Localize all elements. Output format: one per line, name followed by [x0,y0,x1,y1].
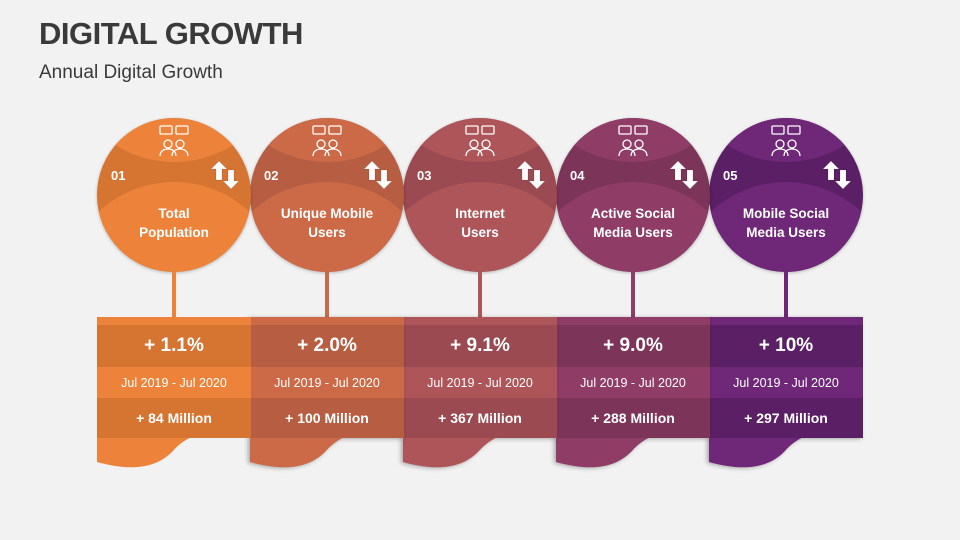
category-circle: 01 Total Population [97,118,251,272]
up-down-arrows-icon [364,160,392,190]
period: Jul 2019 - Jul 2020 [121,375,227,390]
label-line: Total [158,206,190,221]
period: Jul 2019 - Jul 2020 [427,375,533,390]
growth-percent: + 9.0% [556,325,710,367]
period: Jul 2019 - Jul 2020 [580,375,686,390]
growth-amount: + 297 Million [709,398,863,438]
growth-item: 04 Active Social Media Users + 9.0% Jul 2… [556,118,710,478]
population-icon [159,125,189,157]
item-number: 01 [111,168,126,183]
item-number: 03 [417,168,432,183]
growth-percent: + 2.0% [250,325,404,367]
item-number: 04 [570,168,585,183]
growth-item: 05 Mobile Social Media Users + 10% Jul 20… [709,118,863,478]
stat-card: + 9.1% Jul 2019 - Jul 2020 + 367 Million [403,317,557,472]
label-line: Unique Mobile [280,206,374,221]
category-label: Active Social Media Users [556,204,710,242]
category-circle: 03 Internet Users [403,118,557,272]
internet-icon [465,125,495,157]
connector-stem [172,270,176,318]
label-line: Active Social [590,206,676,221]
growth-amount: + 288 Million [556,398,710,438]
category-circle: 04 Active Social Media Users [556,118,710,272]
up-down-arrows-icon [823,160,851,190]
growth-item: 02 Unique Mobile Users + 2.0% Jul 2019 - … [250,118,404,478]
category-label: Unique Mobile Users [250,204,404,242]
period: Jul 2019 - Jul 2020 [733,375,839,390]
social-media-icon [618,125,648,157]
up-down-arrows-icon [670,160,698,190]
connector-stem [325,270,329,318]
growth-amount: + 100 Million [250,398,404,438]
connector-stem [784,270,788,318]
up-down-arrows-icon [211,160,239,190]
item-number: 05 [723,168,738,183]
mobile-user-icon [312,125,342,157]
label-line: Users [308,225,346,240]
label-line: Users [461,225,499,240]
period: Jul 2019 - Jul 2020 [274,375,380,390]
category-circle: 05 Mobile Social Media Users [709,118,863,272]
category-circle: 02 Unique Mobile Users [250,118,404,272]
stat-card: + 9.0% Jul 2019 - Jul 2020 + 288 Million [556,317,710,472]
label-line: Media Users [746,225,826,240]
label-line: Media Users [593,225,673,240]
connector-stem [478,270,482,318]
growth-percent: + 10% [709,325,863,367]
category-label: Total Population [97,204,251,242]
stat-card: + 2.0% Jul 2019 - Jul 2020 + 100 Million [250,317,404,472]
stat-card: + 10% Jul 2019 - Jul 2020 + 297 Million [709,317,863,472]
category-label: Internet Users [403,204,557,242]
page-subtitle: Annual Digital Growth [39,62,223,83]
growth-amount: + 367 Million [403,398,557,438]
mobile-social-icon [771,125,801,157]
growth-percent: + 1.1% [97,325,251,367]
label-line: Internet [455,206,505,221]
page-title: DIGITAL GROWTH [39,16,303,51]
item-number: 02 [264,168,279,183]
connector-stem [631,270,635,318]
label-line: Mobile Social [742,206,830,221]
category-label: Mobile Social Media Users [709,204,863,242]
up-down-arrows-icon [517,160,545,190]
label-line: Population [139,225,209,240]
growth-percent: + 9.1% [403,325,557,367]
growth-item: 01 Total Population + 1.1% Jul 2019 - Jul… [97,118,251,478]
stat-card: + 1.1% Jul 2019 - Jul 2020 + 84 Million [97,317,251,472]
growth-amount: + 84 Million [97,398,251,438]
growth-item: 03 Internet Users + 9.1% Jul 2019 - Jul 2… [403,118,557,478]
